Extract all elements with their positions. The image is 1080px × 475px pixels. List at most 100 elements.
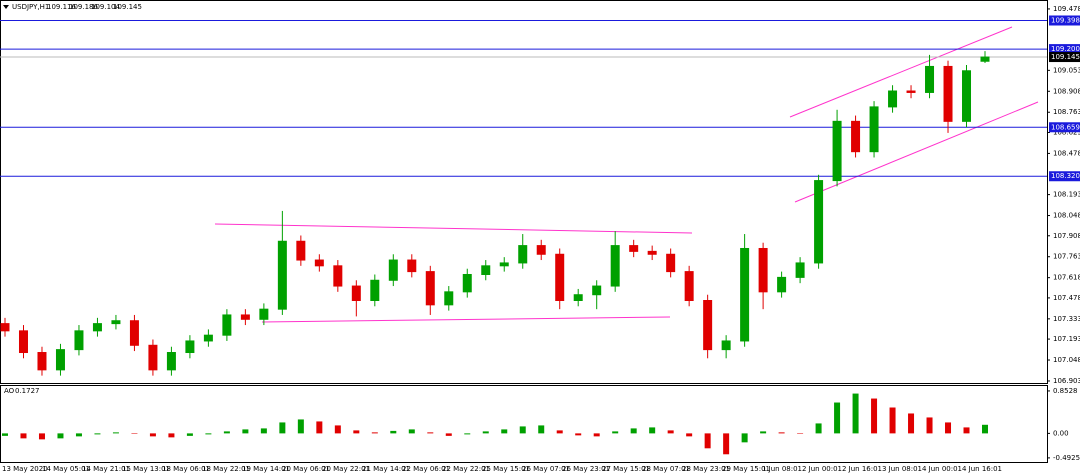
- ao-bar: [316, 421, 323, 434]
- y-tick-label: 107.618: [1053, 274, 1080, 282]
- main-frame: [0, 0, 1048, 384]
- candle-body: [758, 247, 768, 293]
- candle-body: [592, 285, 602, 296]
- candle-body: [370, 279, 380, 302]
- time-label: 28 May 23:01: [682, 465, 730, 473]
- candle-body: [18, 330, 28, 354]
- y-tick-label: 107.333: [1053, 315, 1080, 323]
- ao-bar: [556, 430, 563, 434]
- candle-body: [684, 271, 694, 302]
- level-label: 109.200: [1051, 45, 1080, 53]
- y-tick-label: 108.908: [1053, 87, 1080, 95]
- time-label: 20 May 06:01: [282, 465, 330, 473]
- ao-bar: [2, 433, 8, 436]
- level-box: [1049, 44, 1080, 55]
- candle-body: [647, 250, 657, 255]
- y-tick-label: 109.053: [1053, 66, 1080, 74]
- ao-bar: [57, 433, 64, 439]
- menu-arrow[interactable]: [3, 5, 9, 9]
- candle-body: [721, 340, 731, 351]
- ao-bar: [630, 428, 637, 434]
- trendline: [214, 223, 693, 234]
- trendline: [794, 101, 1039, 203]
- ao-bar: [889, 407, 896, 434]
- candle-body: [610, 245, 620, 287]
- time-label: 22 May 22:01: [442, 465, 490, 473]
- candle-body: [444, 291, 454, 306]
- ao-bar: [778, 432, 785, 434]
- candle-body: [74, 330, 84, 351]
- candle-body: [277, 240, 287, 310]
- ao-bar: [353, 430, 360, 434]
- candle-body: [814, 180, 824, 264]
- ao-bar: [834, 402, 841, 434]
- y-tick-label: 107.193: [1053, 335, 1080, 343]
- level-box: [1049, 122, 1080, 133]
- ao-bar: [75, 433, 82, 437]
- y-tick-label: 108.763: [1053, 108, 1080, 116]
- candle-body: [499, 262, 509, 267]
- candle-body: [832, 120, 842, 182]
- ao-bar: [371, 432, 378, 434]
- ao-bar: [186, 433, 193, 436]
- ao-bar: [963, 427, 970, 434]
- candle-body: [425, 271, 435, 306]
- indicator-value: 0.1727: [15, 387, 40, 395]
- time-label: 18 May 22:01: [202, 465, 250, 473]
- candle-body: [222, 314, 232, 336]
- ao-bar: [871, 398, 878, 434]
- level-label: 108.320: [1051, 172, 1080, 180]
- ao-bar: [908, 413, 915, 434]
- time-label: 26 May 23:01: [562, 465, 610, 473]
- ao-bar: [279, 422, 286, 434]
- y-tick-label: 108.048: [1053, 212, 1080, 220]
- y-tick-label: -0.4925: [1053, 454, 1080, 462]
- ao-bar: [612, 431, 619, 434]
- time-label: 15 May 13:01: [122, 465, 170, 473]
- time-label: 1 Jun 08:01: [762, 465, 802, 473]
- ao-bar: [593, 433, 600, 437]
- ao-bar: [408, 429, 415, 434]
- candle-body: [37, 352, 47, 371]
- indicator-frame: [0, 385, 1048, 463]
- candle-body: [148, 344, 158, 371]
- candle-body: [925, 65, 935, 93]
- time-label: 2 Jun 16:01: [842, 465, 882, 473]
- ao-bar: [260, 428, 267, 434]
- ao-bar: [667, 430, 674, 434]
- trendline: [261, 316, 671, 323]
- time-label: 14 May 05:01: [42, 465, 90, 473]
- time-label: 14 May 21:01: [82, 465, 130, 473]
- candle-body: [555, 253, 565, 302]
- candle-body: [203, 334, 213, 342]
- candle-body: [259, 308, 269, 320]
- candle-body: [666, 253, 676, 273]
- candle-body: [703, 300, 713, 351]
- ao-bar: [575, 433, 582, 436]
- ao-bar: [538, 425, 545, 434]
- time-label: 25 May 15:01: [482, 465, 530, 473]
- candle-body: [388, 259, 398, 281]
- ao-bar: [945, 422, 952, 434]
- time-label: 19 May 14:01: [242, 465, 290, 473]
- indicator-name: AO: [4, 387, 15, 395]
- candle-body: [407, 259, 417, 273]
- level-box: [1049, 52, 1080, 63]
- ao-bar: [445, 433, 452, 436]
- ao-bar: [149, 433, 156, 437]
- candle-body: [795, 262, 805, 278]
- level-label: 109.145: [1051, 53, 1080, 61]
- level-box: [1049, 15, 1080, 26]
- time-label: 26 May 07:01: [522, 465, 570, 473]
- candle-body: [0, 323, 10, 332]
- ao-bar: [482, 431, 489, 434]
- candle-body: [296, 240, 306, 261]
- time-label: 4 Jun 00:01: [922, 465, 962, 473]
- ao-bar: [982, 424, 988, 434]
- time-label: 13 May 2020: [2, 465, 48, 473]
- ao-bar: [94, 433, 101, 435]
- time-label: 3 Jun 08:01: [882, 465, 922, 473]
- ohlc-close: 109.145: [113, 3, 142, 11]
- trendline: [789, 26, 1013, 118]
